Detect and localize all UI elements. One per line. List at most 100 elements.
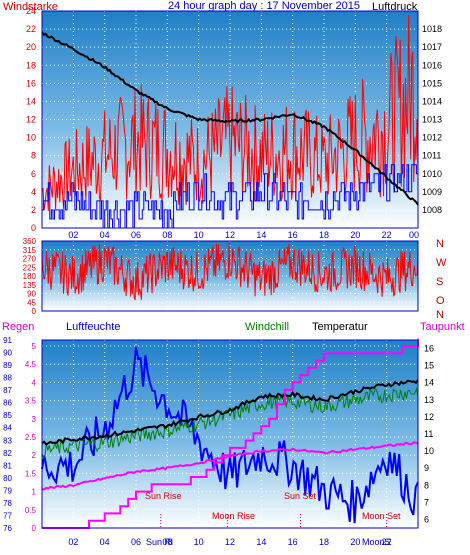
direction-axis-tick-45: 45 bbox=[27, 298, 36, 307]
p3-x-tick-14: 14 bbox=[256, 537, 266, 547]
pressure-axis-tick-1016: 1016 bbox=[422, 60, 442, 70]
direction-label-n-top: N bbox=[436, 238, 444, 250]
moon-rise-label: Moon Rise bbox=[212, 511, 255, 521]
pressure-axis-tick-1014: 1014 bbox=[422, 96, 442, 106]
series-layer bbox=[41, 15, 419, 529]
p1-x-tick-08: 08 bbox=[162, 230, 172, 240]
wind-axis-tick-18: 18 bbox=[26, 60, 36, 70]
p1-x-tick-end: 00 bbox=[409, 230, 419, 240]
humidity-axis-tick-82: 82 bbox=[3, 449, 12, 458]
direction-label-o: O bbox=[436, 295, 445, 307]
rain-axis-tick-0: 0 bbox=[32, 524, 37, 533]
pressure-axis-tick-1009: 1009 bbox=[422, 187, 442, 197]
humidity-axis-tick-86: 86 bbox=[3, 399, 12, 408]
p1-x-tick-20: 20 bbox=[350, 230, 360, 240]
p1-x-tick-22: 22 bbox=[382, 230, 392, 240]
pressure-axis-tick-1017: 1017 bbox=[422, 42, 442, 52]
direction-axis-tick-225: 225 bbox=[23, 263, 37, 272]
p1-x-tick-10: 10 bbox=[194, 230, 204, 240]
rain-axis-title: Regen bbox=[2, 321, 34, 333]
wind-axis-tick-14: 14 bbox=[26, 96, 36, 106]
wind-gust-line bbox=[42, 164, 418, 229]
wind-axis-tick-2: 2 bbox=[31, 205, 36, 215]
rain-axis-tick-2: 2 bbox=[32, 451, 37, 460]
rain-line bbox=[42, 338, 419, 529]
temperature-axis-tick-15: 15 bbox=[424, 361, 434, 371]
sun-rise-axis-marker: Sun Ri bbox=[146, 537, 173, 547]
pressure-line bbox=[41, 31, 419, 206]
wind-axis-tick-4: 4 bbox=[31, 187, 36, 197]
rain-axis-tick-1.5: 1.5 bbox=[25, 469, 37, 478]
p1-x-tick-06: 06 bbox=[131, 230, 141, 240]
p3-x-tick-16: 16 bbox=[288, 537, 298, 547]
temperature-axis-tick-13: 13 bbox=[424, 395, 434, 405]
p1-x-tick-18: 18 bbox=[319, 230, 329, 240]
wind-speed-axis-title: Windstarke bbox=[3, 1, 58, 13]
p3-x-tick-22: 22 bbox=[382, 537, 392, 547]
temperature-axis-tick-10: 10 bbox=[424, 446, 434, 456]
moon-set-label: Moon Set bbox=[362, 511, 401, 521]
p3-x-tick-08: 08 bbox=[162, 537, 172, 547]
wind-direction-line bbox=[41, 242, 419, 301]
wind-axis-tick-16: 16 bbox=[26, 78, 36, 88]
wind-axis-tick-12: 12 bbox=[26, 115, 36, 125]
temperature-axis-tick-14: 14 bbox=[424, 378, 434, 388]
pressure-axis-tick-1012: 1012 bbox=[422, 133, 442, 143]
axis-layer: 0202040406060808101012121414161618182020… bbox=[3, 6, 442, 547]
pressure-axis-tick-1011: 1011 bbox=[422, 151, 441, 161]
wind-axis-tick-0: 0 bbox=[31, 223, 36, 233]
temperature-axis-tick-11: 11 bbox=[424, 429, 433, 439]
humidity-axis-tick-77: 77 bbox=[3, 511, 12, 520]
p3-x-tick-04: 04 bbox=[100, 537, 110, 547]
pressure-axis-tick-1018: 1018 bbox=[422, 24, 442, 34]
rain-axis-tick-3: 3 bbox=[32, 415, 37, 424]
p1-x-tick-14: 14 bbox=[256, 230, 266, 240]
pressure-axis-tick-1008: 1008 bbox=[422, 205, 442, 215]
temperature-frame bbox=[41, 339, 419, 529]
temperature-axis-tick-6: 6 bbox=[424, 514, 429, 524]
temperature-line bbox=[41, 379, 419, 446]
p3-x-tick-12: 12 bbox=[225, 537, 235, 547]
wind-axis-tick-6: 6 bbox=[31, 169, 36, 179]
moon-set-axis-marker: MoonS bbox=[362, 537, 391, 547]
humidity-axis-tick-91: 91 bbox=[3, 336, 12, 345]
dewpoint-legend: Taupunkt bbox=[420, 321, 465, 333]
pressure-axis-title: Luftdruck bbox=[372, 1, 418, 13]
rain-axis-tick-3.5: 3.5 bbox=[25, 397, 37, 406]
wind-axis-tick-8: 8 bbox=[31, 151, 36, 161]
p1-x-tick-16: 16 bbox=[288, 230, 298, 240]
temperature-axis-tick-7: 7 bbox=[424, 497, 429, 507]
humidity-axis-tick-79: 79 bbox=[3, 486, 12, 495]
direction-label-w: W bbox=[436, 257, 447, 269]
wind-direction-frame bbox=[41, 240, 419, 312]
chart-title: 24 hour graph day : 17 November 2015 bbox=[168, 0, 360, 12]
temperature-axis-tick-9: 9 bbox=[424, 463, 429, 473]
windchill-legend: Windchill bbox=[245, 321, 289, 333]
windchill-line bbox=[41, 386, 419, 459]
humidity-axis-title: Luftfeuchte bbox=[66, 321, 120, 333]
rain-axis-tick-4: 4 bbox=[32, 378, 37, 387]
humidity-axis-tick-85: 85 bbox=[3, 411, 12, 420]
direction-axis-tick-315: 315 bbox=[23, 246, 37, 255]
wind-speed-line bbox=[41, 15, 419, 212]
direction-axis-tick-180: 180 bbox=[23, 272, 37, 281]
pressure-axis-tick-1015: 1015 bbox=[422, 78, 442, 88]
humidity-axis-tick-89: 89 bbox=[3, 361, 12, 370]
direction-axis-tick-90: 90 bbox=[27, 290, 36, 299]
humidity-axis-tick-76: 76 bbox=[3, 524, 12, 533]
humidity-axis-tick-90: 90 bbox=[3, 349, 12, 358]
humidity-axis-tick-87: 87 bbox=[3, 386, 12, 395]
rain-axis-tick-4.5: 4.5 bbox=[25, 360, 37, 369]
wind-axis-tick-20: 20 bbox=[26, 42, 36, 52]
direction-label-s: S bbox=[436, 276, 443, 288]
temperature-axis-tick-16: 16 bbox=[424, 344, 434, 354]
pressure-axis-tick-1010: 1010 bbox=[422, 169, 442, 179]
humidity-axis-tick-80: 80 bbox=[3, 474, 12, 483]
p3-x-tick-02: 02 bbox=[68, 537, 78, 547]
p3-x-tick-10: 10 bbox=[194, 537, 204, 547]
p1-x-tick-12: 12 bbox=[225, 230, 235, 240]
rain-axis-tick-5: 5 bbox=[32, 342, 37, 351]
humidity-axis-tick-84: 84 bbox=[3, 424, 12, 433]
p3-x-tick-20: 20 bbox=[350, 537, 360, 547]
rain-axis-tick-1: 1 bbox=[32, 488, 37, 497]
